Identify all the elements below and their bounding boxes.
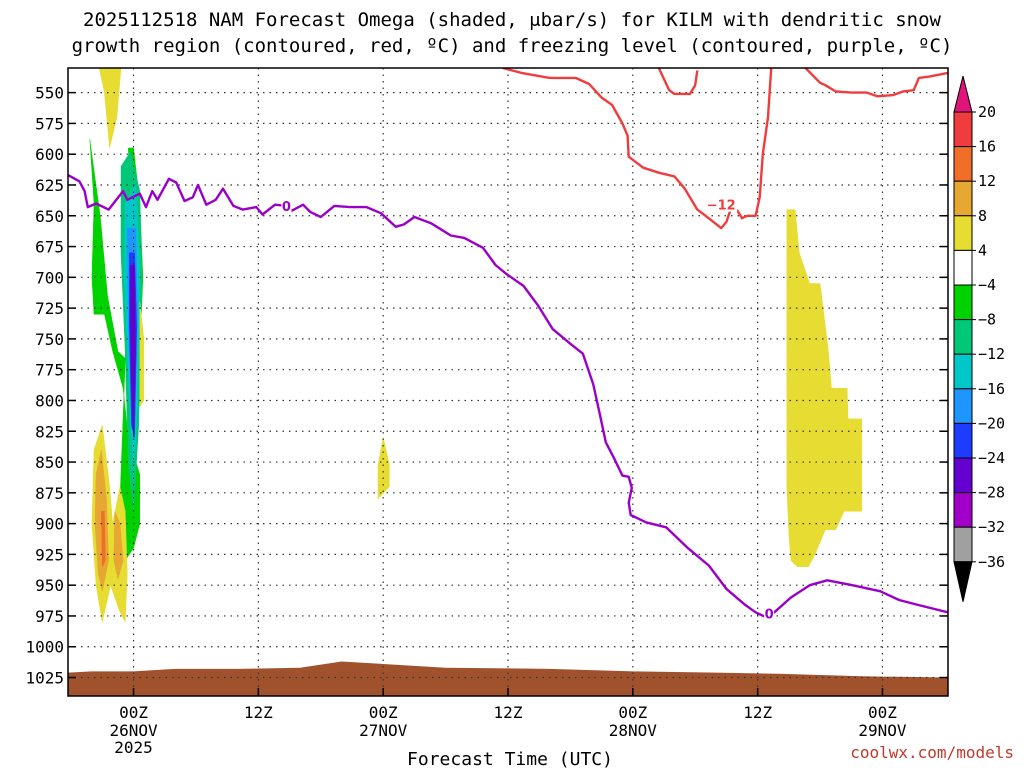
omega-region-descent-yellow-right-of-core (139, 301, 145, 408)
omega-region-descent-orange-low-left-2 (113, 511, 124, 580)
grid-layer (68, 68, 948, 696)
chart-title-line-1: 2025112518 NAM Forecast Omega (shaded, μ… (83, 9, 941, 31)
y-tick-label-875: 875 (35, 484, 64, 503)
colorbar-band-5 (953, 284, 973, 321)
contour-layer: 0 0 −12 (68, 68, 948, 622)
dgz-contour-small-loop (657, 68, 699, 96)
colorbar-label-8: −16 (978, 380, 1005, 398)
colorbar-band-4 (953, 249, 973, 286)
credit-text: coolwx.com/models (850, 743, 1014, 762)
y-tick-label-800: 800 (35, 391, 64, 410)
freezing-level-label-bg-0 (281, 198, 292, 213)
dgz-contour-left-branch (502, 68, 737, 230)
colorbar-band-9 (953, 422, 973, 459)
colorbar-label-3: 8 (978, 207, 987, 225)
omega-region-descent-yellow-top (98, 68, 122, 149)
colorbar-band-0 (953, 111, 973, 148)
x-tick-label-12: 12Z (244, 703, 273, 722)
dgz-contour-top-right (804, 68, 948, 98)
x-tick-date-0: 26NOV (109, 721, 158, 740)
colorbar-top-arrow (953, 75, 973, 113)
colorbar: 20 16 12 8 4 −4 −8 −12 −16 −20 −24 −28 −32 −36 (953, 75, 1005, 602)
colorbar-band-6 (953, 319, 973, 355)
x-axis-title: Forecast Time (UTC) (407, 749, 613, 768)
y-tick-label-725: 725 (35, 299, 64, 318)
omega-region-descent-yellow-28nov (786, 209, 862, 567)
dgz-contour-right-branch (735, 68, 773, 220)
freezing-level-label-1: 0 (765, 607, 774, 622)
dgz-label-bg (705, 196, 738, 212)
x-tick-label-72: 00Z (868, 703, 897, 722)
freezing-level-label-bg-1 (764, 606, 775, 621)
x-tick-label-48: 00Z (618, 703, 647, 722)
y-tick-label-675: 675 (35, 238, 64, 257)
y-tick-label-600: 600 (35, 145, 64, 164)
surface-pressure-fill (68, 661, 948, 696)
x-tick-date-72: 29NOV (858, 721, 907, 740)
x-tick-label-36: 12Z (494, 703, 523, 722)
colorbar-band-7 (953, 353, 973, 390)
y-tick-label-750: 750 (35, 330, 64, 349)
colorbar-label-7: −12 (978, 345, 1005, 363)
x-tick-year-0: 2025 (114, 738, 153, 757)
colorbar-bottom-arrow (953, 561, 973, 602)
chart-title-line-2: growth region (contoured, red, ºC) and f… (72, 35, 953, 57)
colorbar-label-2: 12 (978, 172, 996, 190)
dgz-label: −12 (707, 199, 736, 214)
y-tick-label-550: 550 (35, 84, 64, 103)
colorbar-label-11: −28 (978, 484, 1005, 502)
omega-region-descent-peak-low-left (101, 511, 106, 567)
y-tick-label-775: 775 (35, 361, 64, 380)
colorbar-band-2 (953, 180, 973, 217)
colorbar-label-6: −8 (978, 311, 996, 329)
colorbar-band-12 (953, 526, 973, 563)
y-tick-label-1025: 1025 (25, 669, 64, 688)
colorbar-band-1 (953, 146, 973, 182)
colorbar-label-0: 20 (978, 103, 996, 121)
colorbar-label-4: 4 (978, 241, 987, 259)
colorbar-label-12: −32 (978, 518, 1005, 536)
x-tick-date-24: 27NOV (359, 721, 408, 740)
colorbar-band-8 (953, 388, 973, 424)
y-tick-label-625: 625 (35, 176, 64, 195)
x-tick-label-24: 00Z (369, 703, 398, 722)
axis-tick-layer: 550 575 600 625 650 675 700 725 750 775 800 825 850 8… (25, 84, 948, 757)
colorbar-label-9: −20 (978, 414, 1005, 432)
y-tick-label-950: 950 (35, 576, 64, 595)
freezing-level-contour (68, 174, 948, 619)
colorbar-label-10: −24 (978, 449, 1005, 467)
colorbar-label-5: −4 (978, 276, 996, 294)
y-tick-label-900: 900 (35, 515, 64, 534)
colorbar-label-13: −36 (978, 553, 1005, 571)
x-tick-date-48: 28NOV (609, 721, 658, 740)
freezing-level-label-0: 0 (282, 200, 291, 215)
y-tick-label-650: 650 (35, 207, 64, 226)
y-tick-label-700: 700 (35, 268, 64, 287)
y-tick-label-925: 925 (35, 545, 64, 564)
y-tick-label-825: 825 (35, 422, 64, 441)
x-tick-label-0: 00Z (119, 703, 148, 722)
y-tick-label-1000: 1000 (25, 638, 64, 657)
omega-region-descent-yellow-27nov (377, 437, 390, 500)
y-tick-label-850: 850 (35, 453, 64, 472)
y-tick-label-975: 975 (35, 607, 64, 626)
colorbar-band-11 (953, 492, 973, 528)
colorbar-band-10 (953, 457, 973, 494)
colorbar-band-3 (953, 215, 973, 251)
colorbar-label-1: 16 (978, 138, 996, 156)
x-tick-label-60: 12Z (743, 703, 772, 722)
y-tick-label-575: 575 (35, 114, 64, 133)
